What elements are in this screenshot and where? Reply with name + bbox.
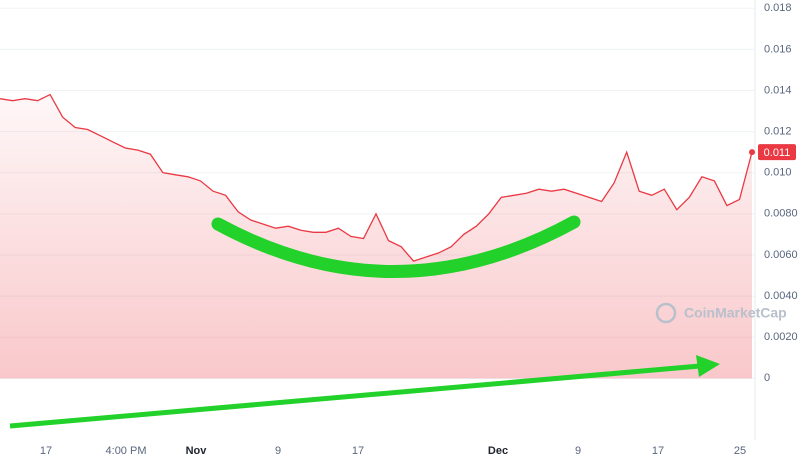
watermark: CoinMarketCap (655, 302, 787, 324)
watermark-text: CoinMarketCap (684, 305, 787, 321)
x-tick-label: 17 (652, 445, 664, 457)
y-tick-label: 0.018 (764, 2, 792, 14)
x-tick-label: 25 (734, 445, 746, 457)
x-tick-label: Dec (488, 445, 508, 457)
annotation-arrow (9, 363, 701, 429)
x-tick-label: 4:00 PM (106, 445, 147, 457)
x-tick-label: 17 (40, 445, 52, 457)
price-line (0, 93, 753, 262)
price-tag-label: 0.011 (764, 147, 791, 159)
price-area (0, 94, 752, 379)
annotation-curve (211, 215, 581, 278)
y-tick-label: 0.0080 (764, 208, 798, 220)
y-tick-label: 0 (764, 372, 770, 384)
y-tick-label: 0.0020 (764, 331, 798, 343)
x-tick-label: 9 (275, 445, 281, 457)
y-tick-label: 0.016 (764, 43, 792, 55)
x-tick-label: 17 (352, 445, 364, 457)
x-tick-label: Nov (186, 445, 208, 457)
price-tag (758, 144, 796, 161)
y-tick-label: 0.0060 (764, 249, 798, 261)
y-tick-label: 0.014 (764, 84, 792, 96)
last-point (749, 149, 755, 156)
annotation-arrowhead (696, 355, 720, 377)
y-tick-label: 0.010 (764, 167, 792, 179)
watermark-logo (655, 302, 677, 324)
y-tick-label: 0.0040 (764, 290, 798, 302)
x-tick-label: 9 (575, 445, 581, 457)
y-tick-label: 0.012 (764, 125, 792, 137)
